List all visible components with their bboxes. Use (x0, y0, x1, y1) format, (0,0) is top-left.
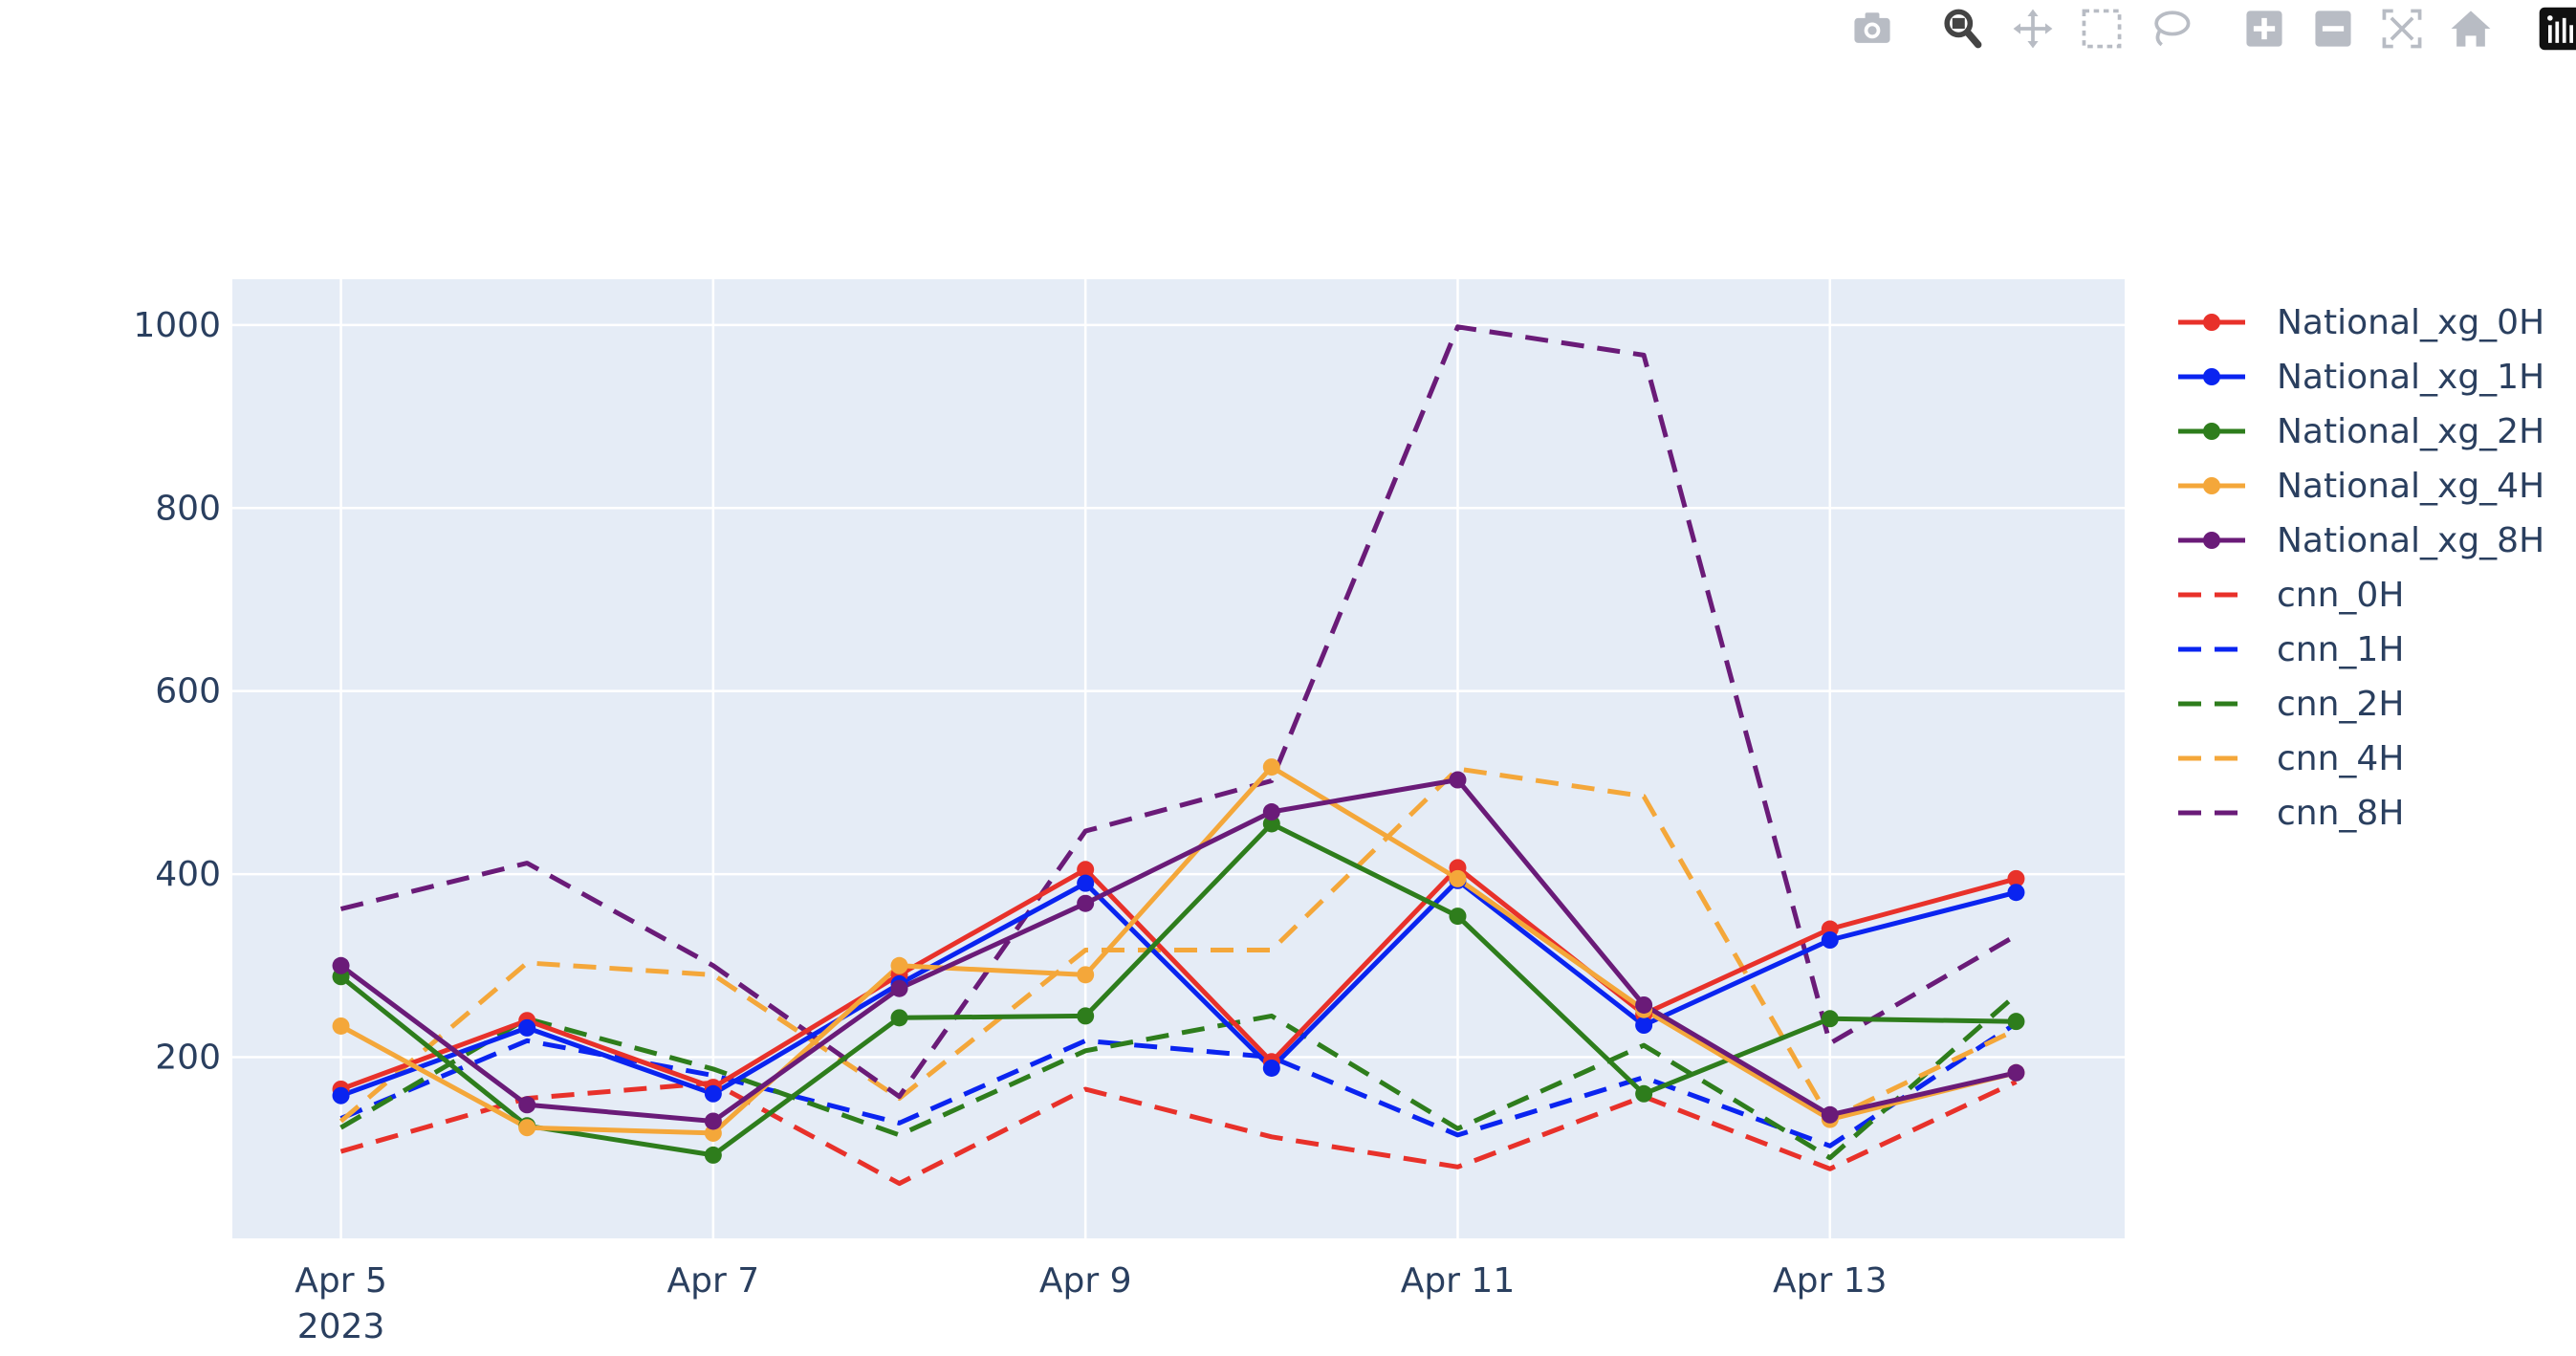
x-tick-label: Apr 11 (1401, 1261, 1516, 1301)
gridlines (232, 279, 2125, 1238)
legend-label: cnn_0H (2277, 576, 2404, 615)
data-point-National_xg_0H[interactable] (2007, 869, 2025, 887)
legend-label: cnn_1H (2277, 630, 2404, 669)
data-point-National_xg_2H[interactable] (1821, 1010, 1839, 1028)
x-tick-label: Apr 5 (295, 1261, 387, 1301)
y-tick-label: 200 (155, 1039, 221, 1078)
legend-label: cnn_2H (2277, 685, 2404, 724)
x-tick-year-label: 2023 (297, 1307, 385, 1346)
legend-item-National_xg_4H[interactable]: National_xg_4H (2178, 467, 2544, 506)
series-line-cnn_8H[interactable] (339, 324, 2018, 1100)
data-point-National_xg_8H[interactable] (332, 956, 350, 974)
legend-marker (2203, 477, 2220, 494)
data-point-National_xg_8H[interactable] (1262, 803, 1280, 821)
data-point-National_xg_1H[interactable] (1821, 930, 1839, 949)
legend-item-cnn_8H[interactable]: cnn_8H (2178, 794, 2404, 833)
data-point-National_xg_2H[interactable] (2007, 1013, 2025, 1031)
legend-label: National_xg_2H (2277, 412, 2544, 451)
data-point-National_xg_1H[interactable] (332, 1086, 350, 1104)
legend-item-National_xg_2H[interactable]: National_xg_2H (2178, 412, 2544, 451)
series-line-National_xg_4H[interactable] (339, 764, 2018, 1136)
y-tick-label: 600 (155, 672, 221, 711)
legend-label: National_xg_8H (2277, 521, 2544, 560)
legend[interactable]: National_xg_0H National_xg_1H National_xg_… (2178, 303, 2544, 833)
autoscale-icon[interactable] (2375, 4, 2429, 54)
data-point-National_xg_4H[interactable] (332, 1017, 350, 1035)
series-line-cnn_2H[interactable] (339, 993, 2019, 1161)
data-point-National_xg_8H[interactable] (1077, 894, 1095, 912)
zoom-out-icon[interactable] (2306, 4, 2360, 54)
legend-marker (2203, 423, 2220, 440)
legend-item-National_xg_1H[interactable]: National_xg_1H (2178, 358, 2544, 397)
plot-background (232, 279, 2125, 1238)
legend-marker (2203, 532, 2220, 549)
data-point-National_xg_1H[interactable] (1635, 1017, 1653, 1035)
legend-marker (2203, 368, 2220, 385)
data-point-National_xg_4H[interactable] (1262, 758, 1280, 776)
legend-label: National_xg_0H (2277, 303, 2544, 342)
legend-label: National_xg_1H (2277, 358, 2544, 397)
data-point-National_xg_2H[interactable] (704, 1146, 722, 1164)
legend-item-cnn_1H[interactable]: cnn_1H (2178, 630, 2404, 669)
data-point-National_xg_2H[interactable] (1635, 1084, 1653, 1103)
y-tick-label: 800 (155, 489, 221, 528)
data-point-National_xg_4H[interactable] (1077, 966, 1095, 984)
axis-labels: 200 400 600 800 1000 Apr 5 2023 Apr 7 Apr 9 Apr 1… (133, 306, 1887, 1346)
box-select-icon[interactable] (2075, 4, 2128, 54)
data-point-National_xg_4H[interactable] (518, 1119, 536, 1137)
data-point-National_xg_1H[interactable] (518, 1018, 536, 1037)
data-point-National_xg_8H[interactable] (1821, 1105, 1839, 1124)
pan-icon[interactable] (2006, 4, 2060, 54)
legend-label: National_xg_4H (2277, 467, 2544, 506)
data-point-National_xg_2H[interactable] (1262, 815, 1280, 833)
modebar-toolbar (0, 0, 2576, 57)
data-point-National_xg_1H[interactable] (1262, 1059, 1280, 1077)
legend-item-National_xg_8H[interactable]: National_xg_8H (2178, 521, 2544, 560)
legend-item-cnn_4H[interactable]: cnn_4H (2178, 739, 2404, 778)
x-tick-label: Apr 7 (667, 1261, 760, 1301)
series-line-cnn_4H[interactable] (338, 766, 2018, 1124)
data-point-National_xg_2H[interactable] (1449, 908, 1467, 926)
data-point-National_xg_1H[interactable] (1077, 874, 1095, 892)
x-tick-label: Apr 13 (1773, 1261, 1888, 1301)
y-tick-label: 1000 (133, 306, 221, 345)
data-point-National_xg_1H[interactable] (2007, 884, 2025, 902)
data-point-National_xg_8H[interactable] (890, 979, 908, 997)
camera-icon[interactable] (1845, 4, 1899, 54)
data-point-National_xg_8H[interactable] (1449, 771, 1467, 789)
legend-item-cnn_2H[interactable]: cnn_2H (2178, 685, 2404, 724)
legend-item-cnn_0H[interactable]: cnn_0H (2178, 576, 2404, 615)
data-point-National_xg_1H[interactable] (704, 1084, 722, 1103)
legend-label: cnn_8H (2277, 794, 2404, 833)
series-line-National_xg_0H[interactable] (339, 864, 2018, 1092)
lasso-select-icon[interactable] (2144, 4, 2197, 54)
data-point-National_xg_8H[interactable] (704, 1112, 722, 1130)
reset-axes-icon[interactable] (2444, 4, 2498, 54)
data-point-National_xg_2H[interactable] (1077, 1007, 1095, 1025)
data-point-National_xg_8H[interactable] (2007, 1063, 2025, 1082)
series-line-cnn_1H[interactable] (339, 1021, 2018, 1148)
data-point-National_xg_8H[interactable] (1635, 995, 1653, 1014)
data-point-National_xg_4H[interactable] (1449, 869, 1467, 887)
x-tick-label: Apr 9 (1039, 1261, 1132, 1301)
data-point-National_xg_4H[interactable] (704, 1124, 722, 1142)
data-point-National_xg_0H[interactable] (1077, 861, 1095, 879)
legend-label: cnn_4H (2277, 739, 2404, 778)
series-line-National_xg_2H[interactable] (338, 821, 2017, 1158)
data-point-National_xg_8H[interactable] (518, 1096, 536, 1114)
series-lines (338, 324, 2019, 1187)
series-markers (332, 758, 2025, 1164)
zoom-in-icon[interactable] (2238, 4, 2291, 54)
legend-item-National_xg_0H[interactable]: National_xg_0H (2178, 303, 2544, 342)
zoom-icon[interactable] (1935, 4, 1989, 54)
series-line-National_xg_8H[interactable] (339, 777, 2018, 1124)
legend-marker (2203, 314, 2220, 331)
data-point-National_xg_2H[interactable] (890, 1009, 908, 1027)
data-point-National_xg_4H[interactable] (890, 956, 908, 974)
plotly-logo-icon[interactable] (2534, 4, 2576, 54)
y-tick-label: 400 (155, 855, 221, 894)
series-line-National_xg_1H[interactable] (339, 878, 2018, 1099)
